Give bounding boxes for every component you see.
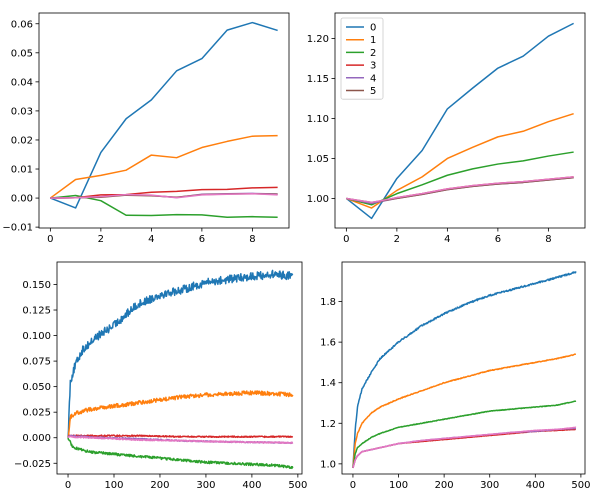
y-tick-label: 1.15: [307, 74, 329, 85]
x-tick-label: 0: [47, 234, 53, 245]
x-tick-label: 0: [65, 480, 71, 491]
x-tick-label: 0: [350, 480, 356, 491]
legend-label: 4: [370, 73, 376, 84]
y-tick-label: 0.05: [11, 48, 33, 59]
x-tick-label: 400: [242, 480, 261, 491]
series-line-2: [67, 437, 294, 470]
series-line-1: [346, 112, 574, 209]
series-line-0: [50, 21, 278, 209]
series-line-3: [67, 434, 294, 439]
x-tick-label: 200: [435, 480, 454, 491]
x-tick-label: 8: [249, 234, 255, 245]
series-line-3: [50, 186, 278, 199]
series-line-0: [67, 269, 294, 438]
y-tick-label: 0.06: [11, 19, 33, 30]
y-tick-label: 1.20: [307, 34, 329, 45]
y-tick-label: 0.125: [22, 306, 51, 317]
x-tick-label: 4: [148, 234, 154, 245]
y-tick-label: 1.05: [307, 154, 329, 165]
series-line-5: [67, 435, 294, 444]
series-line-2: [352, 400, 577, 469]
series-line-0: [352, 271, 577, 468]
y-tick-label: 0.04: [11, 77, 33, 88]
x-tick-label: 4: [444, 234, 450, 245]
y-tick-label: 1.00: [307, 194, 329, 205]
y-tick-label: 1.8: [320, 297, 336, 308]
y-tick-label: 0.03: [11, 106, 33, 117]
x-tick-label: 300: [196, 480, 215, 491]
legend-label: 2: [370, 48, 376, 59]
y-tick-label: 0.150: [22, 280, 51, 291]
y-tick-label: 1.4: [320, 378, 336, 389]
axes-frame: [56, 261, 303, 475]
x-tick-label: 6: [199, 234, 205, 245]
x-tick-label: 500: [288, 480, 307, 491]
y-tick-label: 1.6: [320, 338, 336, 349]
series-line-6: [50, 192, 278, 199]
y-tick-label: −0.01: [2, 223, 33, 234]
series-line-1: [49, 134, 278, 199]
x-tick-label: 8: [545, 234, 551, 245]
series-line-2: [50, 194, 278, 218]
subplot-3: 0 100 200 300 400 500 1.0 1.2 1.4 1.6 1.8: [320, 261, 590, 491]
x-tick-label: 500: [571, 480, 590, 491]
x-tick-label: 200: [150, 480, 169, 491]
axes-frame: [38, 12, 290, 229]
y-tick-label: 1.2: [320, 419, 336, 430]
x-tick-label: 100: [389, 480, 408, 491]
subplot-2: 0 100 200 300 400 500 −0.025 0.000 0.025 0.050 0.0…: [14, 261, 307, 491]
legend-label: 5: [370, 86, 376, 97]
y-tick-label: 1.10: [307, 114, 329, 125]
x-tick-label: 2: [394, 234, 400, 245]
series-line-5: [352, 426, 577, 469]
legend-box: [340, 17, 384, 100]
series-line-3: [352, 428, 577, 469]
series-line-2: [346, 151, 574, 206]
y-tick-label: 0.025: [22, 408, 51, 419]
series-line-1: [67, 390, 294, 438]
y-tick-label: 0.075: [22, 357, 51, 368]
axes-frame: [334, 12, 586, 229]
legend-label: 3: [370, 61, 376, 72]
y-tick-label: 0.00: [11, 194, 33, 205]
y-tick-label: 1.0: [320, 459, 336, 470]
y-tick-label: 0.050: [22, 382, 51, 393]
y-tick-label: 0.100: [22, 331, 51, 342]
series-line-1: [352, 353, 577, 468]
y-tick-label: −0.025: [14, 459, 51, 470]
y-tick-label: 0.01: [11, 165, 33, 176]
legend-label: 1: [370, 35, 376, 46]
x-tick-label: 300: [480, 480, 499, 491]
series-line-4: [352, 427, 577, 469]
series-line-6: [346, 176, 574, 204]
subplot-0: 0 2 4 6 8 −0.01 0.00 0.01 0.02 0.03 0.04 0.05 0.06: [2, 12, 290, 245]
axes-frame: [341, 261, 586, 475]
legend-label: 0: [370, 23, 376, 34]
x-tick-label: 400: [526, 480, 545, 491]
x-tick-label: 2: [98, 234, 104, 245]
series-line-5: [346, 176, 574, 204]
x-tick-label: 6: [495, 234, 501, 245]
y-tick-label: 0.02: [11, 135, 33, 146]
x-tick-label: 0: [343, 234, 349, 245]
y-tick-label: 0.000: [22, 433, 51, 444]
x-tick-label: 100: [104, 480, 123, 491]
